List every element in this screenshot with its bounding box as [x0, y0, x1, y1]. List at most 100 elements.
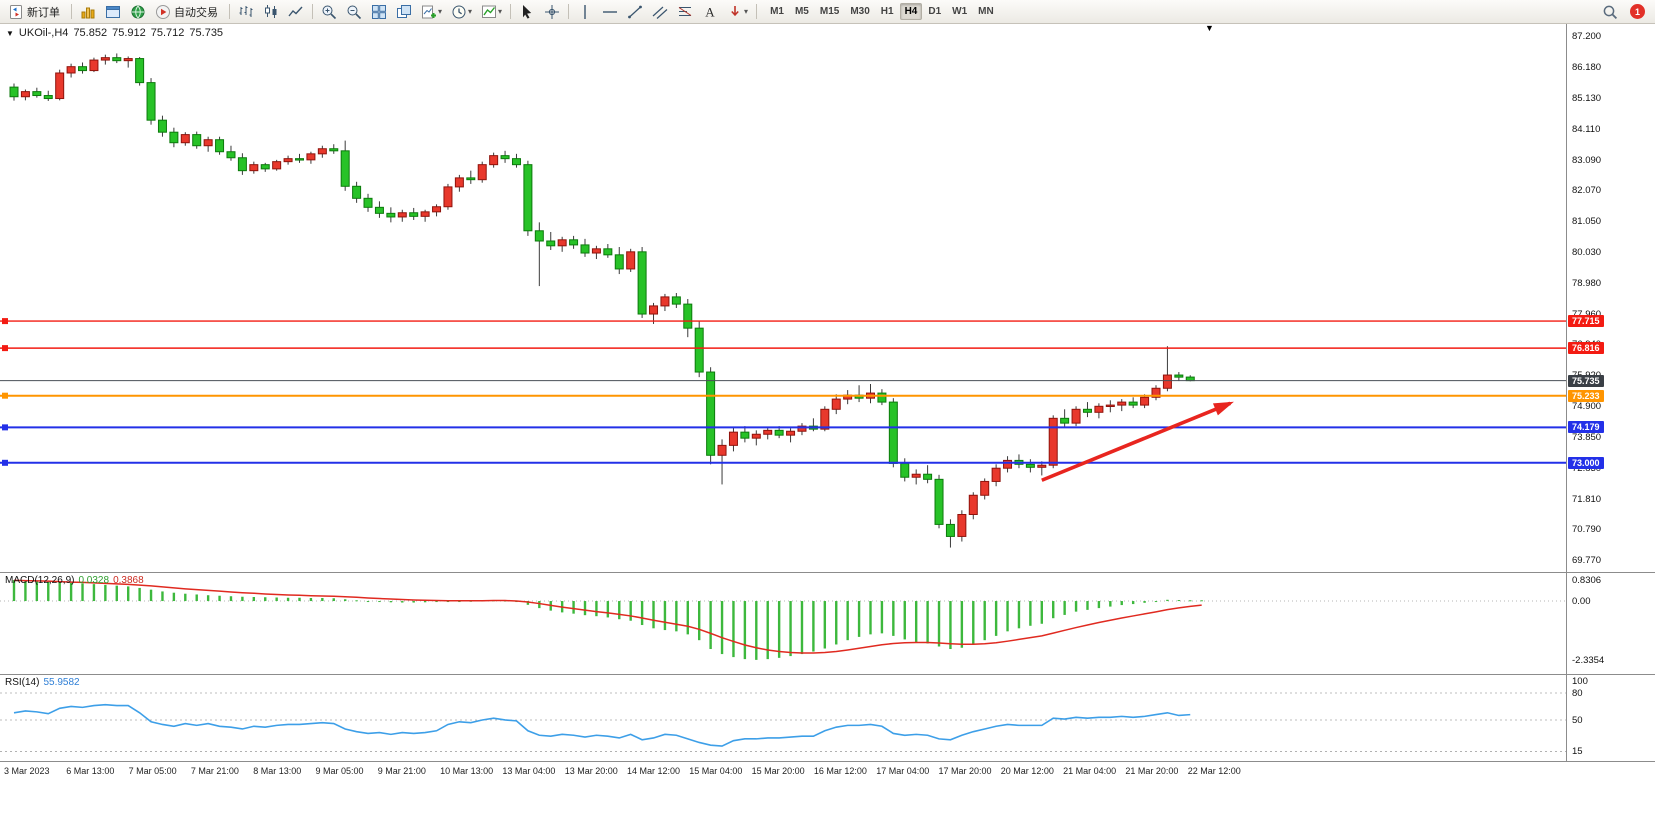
- timeframe-m1[interactable]: M1: [770, 6, 784, 17]
- line-drag-handle[interactable]: [2, 459, 8, 466]
- bar-chart-icon: [239, 5, 253, 17]
- text-label-button[interactable]: A: [698, 2, 722, 22]
- arrows-button[interactable]: ▾: [723, 2, 752, 22]
- candle: [66, 66, 76, 74]
- new-chart-icon: [422, 5, 436, 18]
- price-axis-label: 80.030: [1572, 246, 1602, 258]
- fibonacci-button[interactable]: [673, 2, 697, 22]
- macd-histogram-bar: [743, 601, 747, 660]
- macd-histogram-bar: [994, 601, 998, 636]
- macd-histogram-bar: [104, 584, 107, 602]
- dropdown-caret-icon[interactable]: ▾: [438, 7, 443, 16]
- autotrading-button[interactable]: 自动交易: [151, 2, 225, 22]
- data-window-button[interactable]: [101, 2, 125, 22]
- toolbar-separator: [756, 4, 758, 19]
- macd-histogram-bar: [161, 591, 164, 602]
- candle: [306, 153, 316, 161]
- macd-histogram-bar: [732, 601, 735, 658]
- candle: [614, 254, 624, 270]
- line-drag-handle[interactable]: [2, 318, 8, 325]
- timeframe-m30[interactable]: M30: [850, 6, 870, 17]
- time-axis-label: 9 Mar 21:00: [377, 766, 426, 776]
- price-chart[interactable]: [0, 24, 1566, 571]
- candlestick-chart-button[interactable]: [259, 2, 283, 22]
- arrow-symbol-icon: [731, 5, 739, 16]
- zoom-in-icon: [322, 5, 337, 19]
- tile-windows-button[interactable]: [367, 2, 391, 22]
- new-order-button[interactable]: 新订单: [4, 2, 67, 22]
- candle: [603, 248, 613, 256]
- search-button[interactable]: [1598, 2, 1622, 22]
- panel-separator[interactable]: [0, 674, 1655, 675]
- timeframe-w1[interactable]: W1: [952, 6, 968, 17]
- dropdown-caret-icon[interactable]: ▾: [498, 7, 503, 16]
- candle: [934, 478, 944, 525]
- price-level-tag[interactable]: 74.179: [1568, 421, 1604, 434]
- candle: [9, 86, 19, 98]
- notification-badge[interactable]: 1: [1630, 4, 1645, 19]
- periods-button[interactable]: ▾: [447, 2, 476, 22]
- timeframe-h4[interactable]: H4: [899, 3, 923, 20]
- collapse-triangle-icon[interactable]: ▼: [6, 28, 14, 38]
- scroll-anchor-icon[interactable]: ▼: [1205, 23, 1214, 33]
- macd-histogram-bar: [195, 594, 198, 602]
- community-button[interactable]: [126, 2, 150, 22]
- price-level-tag[interactable]: 73.000: [1568, 456, 1604, 469]
- macd-histogram-bar: [1200, 600, 1203, 602]
- macd-histogram-bar: [892, 601, 895, 636]
- toolbar-right-group: 1: [1598, 2, 1651, 22]
- panel-separator[interactable]: [0, 572, 1655, 573]
- time-axis[interactable]: 3 Mar 2023 6 Mar 13:00 7 Mar 05:00 7 Mar 21…: [0, 761, 1655, 828]
- templates-button[interactable]: ▾: [477, 2, 506, 22]
- new-chart-button[interactable]: ▾: [417, 2, 446, 22]
- line-drag-handle[interactable]: [2, 392, 8, 399]
- line-drag-handle[interactable]: [2, 345, 8, 352]
- price-level-tag[interactable]: 77.715: [1568, 315, 1604, 328]
- price-level-tag[interactable]: 76.816: [1568, 342, 1604, 355]
- macd-histogram-bar: [572, 601, 575, 614]
- candlestick-chart-icon: [265, 4, 277, 18]
- macd-histogram-bar: [709, 601, 712, 650]
- zoom-in-button[interactable]: [317, 2, 341, 22]
- toolbar-separator: [71, 4, 72, 19]
- time-axis-label: 7 Mar 05:00: [128, 766, 177, 776]
- candle: [1128, 401, 1138, 406]
- bar-chart-button[interactable]: [234, 2, 258, 22]
- horizontal-line-button[interactable]: [598, 2, 622, 22]
- timeframe-m15[interactable]: M15: [819, 6, 840, 17]
- price-axis[interactable]: 87.200 86.180 85.130 84.110 83.090 82.070 81.0…: [1567, 24, 1655, 761]
- vertical-line-button[interactable]: [573, 2, 597, 22]
- trendline-button[interactable]: [623, 2, 647, 22]
- candle: [157, 119, 167, 133]
- timeframe-d1[interactable]: D1: [928, 6, 942, 17]
- cursor-button[interactable]: [515, 2, 539, 22]
- candle: [454, 177, 464, 188]
- zoom-out-button[interactable]: [342, 2, 366, 22]
- macd-histogram-bar: [983, 601, 986, 641]
- trend-arrow[interactable]: [1041, 401, 1231, 482]
- line-drag-handle[interactable]: [2, 424, 8, 431]
- macd-histogram-bar: [321, 598, 324, 602]
- macd-histogram-bar: [446, 601, 450, 603]
- timeframe-h1[interactable]: H1: [880, 6, 894, 17]
- market-watch-button[interactable]: [76, 2, 100, 22]
- dropdown-caret-icon[interactable]: ▾: [468, 7, 473, 16]
- candle: [1105, 404, 1115, 407]
- macd-histogram-bar: [652, 601, 655, 629]
- price-level-tag[interactable]: 75.233: [1568, 389, 1604, 402]
- current-price-tag[interactable]: 75.735: [1568, 374, 1604, 387]
- candle: [203, 139, 213, 147]
- dropdown-caret-icon[interactable]: ▾: [744, 7, 749, 16]
- rsi-indicator-chart[interactable]: [0, 675, 1566, 760]
- timeframe-mn[interactable]: MN: [978, 6, 994, 17]
- timeframe-m5[interactable]: M5: [794, 6, 809, 17]
- macd-indicator-chart[interactable]: [0, 573, 1566, 672]
- crosshair-button[interactable]: [540, 2, 564, 22]
- macd-histogram-bar: [663, 601, 667, 631]
- line-chart-button[interactable]: [284, 2, 308, 22]
- search-icon: [1603, 5, 1618, 19]
- macd-signal-value: 0.3868: [113, 575, 144, 586]
- candle: [272, 161, 282, 170]
- channel-button[interactable]: [648, 2, 672, 22]
- cascade-windows-button[interactable]: [392, 2, 416, 22]
